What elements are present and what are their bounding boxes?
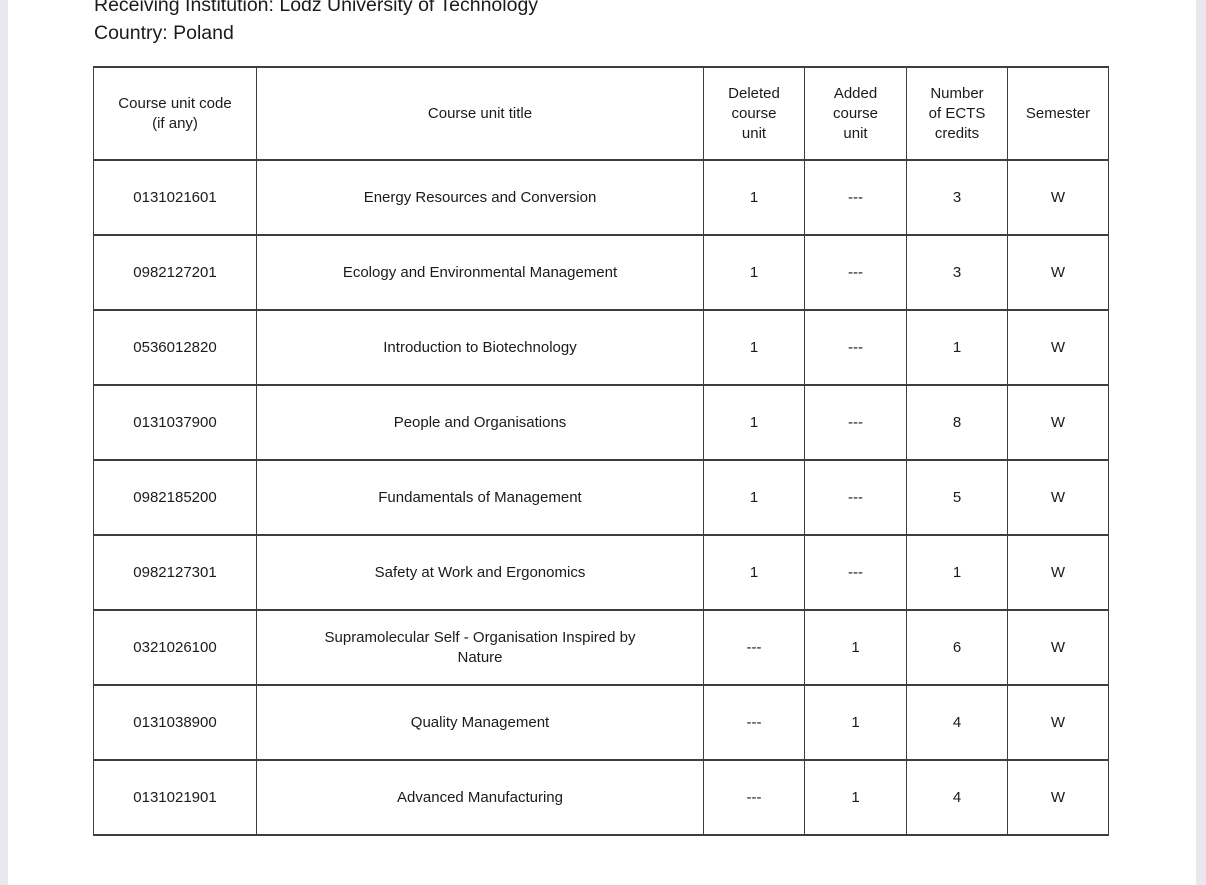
course-code-cell: 0536012820 [93, 309, 257, 386]
table-row: 0982127201 Ecology and Environmental Man… [93, 234, 1109, 311]
added-unit-cell: --- [804, 534, 907, 611]
country-line: Country: Poland [94, 22, 234, 44]
table-row: 0131021601 Energy Resources and Conversi… [93, 159, 1109, 236]
column-header-semester: Semester [1007, 66, 1109, 161]
course-code-cell: 0982127201 [93, 234, 257, 311]
added-unit-cell: --- [804, 309, 907, 386]
deleted-unit-cell: 1 [703, 534, 805, 611]
column-header-deleted-course-unit: Deleted course unit [703, 66, 805, 161]
added-unit-cell: --- [804, 159, 907, 236]
table-row: 0982127301 Safety at Work and Ergonomics… [93, 534, 1109, 611]
course-title-cell: Introduction to Biotechnology [256, 309, 704, 386]
added-unit-cell: --- [804, 459, 907, 536]
course-code-cell: 0131021601 [93, 159, 257, 236]
semester-cell: W [1007, 384, 1109, 461]
table-row: 0131038900 Quality Management --- 1 4 W [93, 684, 1109, 761]
course-code-cell: 0131038900 [93, 684, 257, 761]
semester-cell: W [1007, 234, 1109, 311]
ects-credits-cell: 1 [906, 534, 1008, 611]
semester-cell: W [1007, 534, 1109, 611]
ects-credits-cell: 4 [906, 759, 1008, 836]
deleted-unit-cell: --- [703, 684, 805, 761]
ects-credits-cell: 1 [906, 309, 1008, 386]
document-page: Receiving Institution: Lodz University o… [8, 0, 1196, 885]
course-code-cell: 0321026100 [93, 609, 257, 686]
table-row: 0982185200 Fundamentals of Management 1 … [93, 459, 1109, 536]
document-header: Receiving Institution: Lodz University o… [94, 0, 538, 47]
semester-cell: W [1007, 609, 1109, 686]
deleted-unit-cell: --- [703, 759, 805, 836]
course-code-cell: 0982185200 [93, 459, 257, 536]
added-unit-cell: 1 [804, 609, 907, 686]
ects-credits-cell: 3 [906, 234, 1008, 311]
semester-cell: W [1007, 159, 1109, 236]
course-title-cell: Supramolecular Self - Organisation Inspi… [256, 609, 704, 686]
deleted-unit-cell: 1 [703, 159, 805, 236]
deleted-unit-cell: 1 [703, 459, 805, 536]
semester-cell: W [1007, 684, 1109, 761]
semester-cell: W [1007, 459, 1109, 536]
course-code-cell: 0131037900 [93, 384, 257, 461]
table-row: 0321026100 Supramolecular Self - Organis… [93, 609, 1109, 686]
added-unit-cell: --- [804, 234, 907, 311]
added-unit-cell: --- [804, 384, 907, 461]
added-unit-cell: 1 [804, 684, 907, 761]
deleted-unit-cell: 1 [703, 234, 805, 311]
deleted-unit-cell: --- [703, 609, 805, 686]
deleted-unit-cell: 1 [703, 309, 805, 386]
course-title-cell: Advanced Manufacturing [256, 759, 704, 836]
course-code-cell: 0982127301 [93, 534, 257, 611]
column-header-added-course-unit: Added course unit [804, 66, 907, 161]
ects-credits-cell: 4 [906, 684, 1008, 761]
table-row: 0131021901 Advanced Manufacturing --- 1 … [93, 759, 1109, 836]
table-row: 0536012820 Introduction to Biotechnology… [93, 309, 1109, 386]
semester-cell: W [1007, 759, 1109, 836]
added-unit-cell: 1 [804, 759, 907, 836]
ects-credits-cell: 8 [906, 384, 1008, 461]
ects-credits-cell: 3 [906, 159, 1008, 236]
semester-cell: W [1007, 309, 1109, 386]
receiving-institution-line: Receiving Institution: Lodz University o… [94, 0, 539, 16]
ects-credits-cell: 5 [906, 459, 1008, 536]
ects-credits-cell: 6 [906, 609, 1008, 686]
column-header-ects-credits: Number of ECTS credits [906, 66, 1008, 161]
course-code-cell: 0131021901 [93, 759, 257, 836]
course-title-cell: Quality Management [256, 684, 704, 761]
course-units-table: Course unit code (if any) Course unit ti… [93, 66, 1109, 836]
table-header-row: Course unit code (if any) Course unit ti… [93, 66, 1109, 161]
course-title-cell: People and Organisations [256, 384, 704, 461]
table-row: 0131037900 People and Organisations 1 --… [93, 384, 1109, 461]
course-title-cell: Energy Resources and Conversion [256, 159, 704, 236]
deleted-unit-cell: 1 [703, 384, 805, 461]
course-title-cell: Ecology and Environmental Management [256, 234, 704, 311]
course-title-cell: Safety at Work and Ergonomics [256, 534, 704, 611]
course-title-cell: Fundamentals of Management [256, 459, 704, 536]
column-header-course-unit-title: Course unit title [256, 66, 704, 161]
column-header-course-unit-code: Course unit code (if any) [93, 66, 257, 161]
